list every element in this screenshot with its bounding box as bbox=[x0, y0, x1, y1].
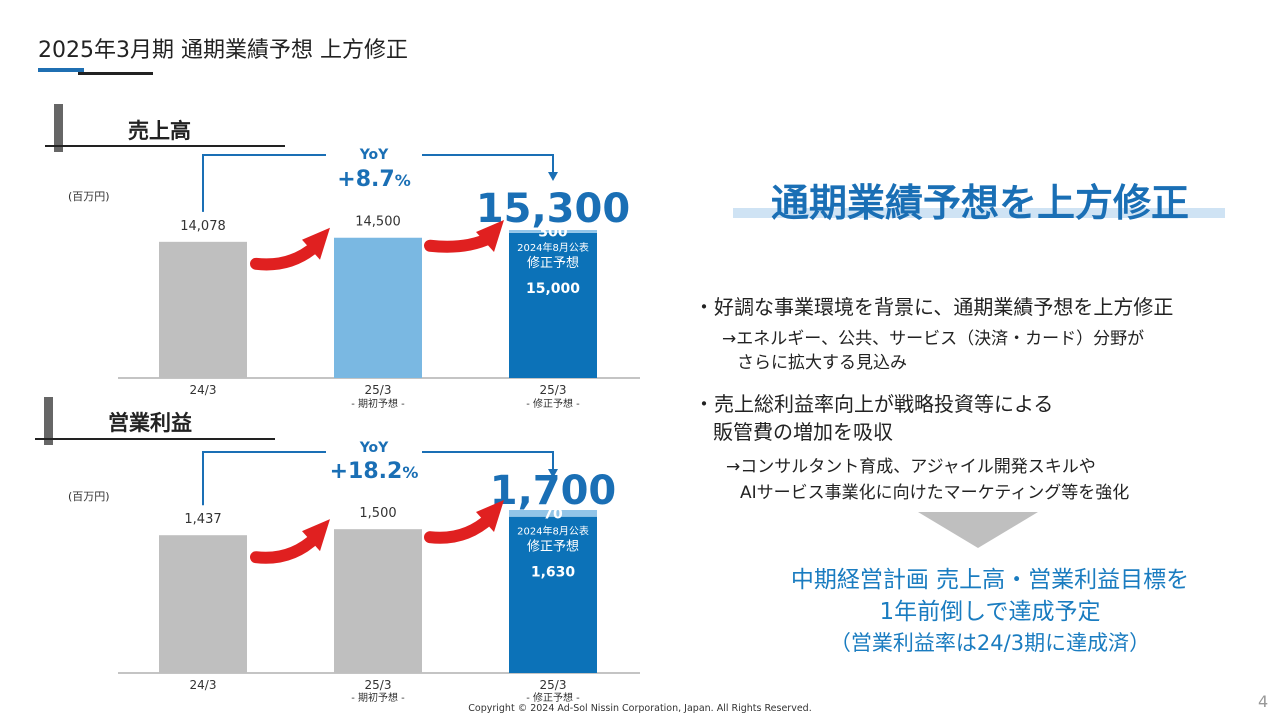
bullet-gross-margin-line1: ・売上総利益率向上が戦略投資等による bbox=[694, 392, 1054, 416]
category-sublabel: - 修正予想 - bbox=[526, 691, 580, 704]
yoy-value-number: +8.7 bbox=[337, 167, 394, 192]
data-label: 1,500 bbox=[359, 506, 396, 521]
copyright: Copyright © 2024 Ad-Sol Nissin Corporati… bbox=[468, 703, 812, 714]
yoy-label: YoY bbox=[359, 147, 389, 163]
growth-arrow-2-head-icon bbox=[476, 220, 504, 252]
data-label: 1,437 bbox=[184, 512, 221, 527]
category-label: 24/3 bbox=[190, 383, 217, 397]
bar-initial-forecast bbox=[334, 529, 422, 673]
headline: 通期業績予想を上方修正 bbox=[770, 181, 1189, 225]
increment-label: 300 bbox=[538, 224, 567, 240]
yoy-arrowhead-icon bbox=[548, 469, 558, 478]
section-title-profit: 営業利益 bbox=[108, 411, 192, 435]
bullet2-detail-line2: AIサービス事業化に向けたマーケティング等を強化 bbox=[740, 483, 1130, 503]
category-label: 24/3 bbox=[190, 678, 217, 692]
data-label: 14,500 bbox=[355, 215, 401, 230]
title-underline bbox=[78, 72, 153, 75]
yoy-value-unit: % bbox=[395, 171, 411, 190]
annotation-line1: 2024年8月公表 bbox=[517, 525, 589, 538]
section-marker-sales bbox=[54, 104, 63, 152]
data-label: 14,078 bbox=[180, 219, 226, 234]
category-label: 25/3 bbox=[365, 678, 392, 692]
yoy-value-number: +18.2 bbox=[330, 459, 403, 484]
category-sublabel: - 期初予想 - bbox=[351, 397, 405, 410]
increment-label: 70 bbox=[543, 506, 563, 522]
title-underline-accent bbox=[38, 68, 84, 72]
bar-prior-year bbox=[159, 535, 247, 673]
section-rule-sales bbox=[45, 145, 285, 147]
bullet2-detail-line1: →コンサルタント育成、アジャイル開発スキルや bbox=[726, 457, 1096, 477]
bar-revised-forecast-increment bbox=[509, 230, 597, 233]
bullet1-detail-line1: →エネルギー、公共、サービス（決済・カード）分野が bbox=[722, 329, 1145, 349]
annotation-line2: 修正予想 bbox=[527, 539, 579, 555]
growth-arrow-1-head-icon bbox=[302, 519, 330, 552]
bar-initial-forecast bbox=[334, 237, 422, 378]
page-number: 4 bbox=[1258, 692, 1269, 711]
yoy-label-backdrop bbox=[326, 145, 422, 165]
bar-revised-forecast-base bbox=[509, 516, 597, 673]
category-label: 25/3 bbox=[540, 383, 567, 397]
conclusion-line3: （営業利益率は24/3期に達成済） bbox=[829, 631, 1151, 655]
bar-prior-year bbox=[159, 241, 247, 378]
page-title: 2025年3月期 通期業績予想 上方修正 bbox=[38, 38, 408, 63]
category-label: 25/3 bbox=[365, 383, 392, 397]
annotation-line2: 修正予想 bbox=[527, 255, 579, 271]
base-value-label: 15,000 bbox=[526, 281, 580, 297]
growth-arrow-2-head-icon bbox=[476, 500, 504, 532]
yoy-arrowhead-icon bbox=[548, 172, 558, 181]
down-arrow-icon bbox=[918, 512, 1038, 548]
unit-label-profit: (百万円) bbox=[68, 490, 110, 503]
annotation-line1: 2024年8月公表 bbox=[517, 241, 589, 254]
yoy-label: YoY bbox=[359, 440, 389, 456]
growth-arrow-2 bbox=[424, 512, 496, 544]
bullet1-detail-line2: さらに拡大する見込み bbox=[737, 353, 907, 373]
bullet-business-environment: ・好調な事業環境を背景に、通期業績予想を上方修正 bbox=[694, 295, 1174, 319]
growth-arrow-1 bbox=[250, 531, 322, 564]
bullet-gross-margin-line2: 販管費の増加を吸収 bbox=[713, 420, 893, 444]
bar-revised-forecast-increment bbox=[509, 510, 597, 517]
section-rule-profit bbox=[35, 438, 275, 440]
growth-arrow-1-head-icon bbox=[302, 227, 330, 260]
conclusion-line1: 中期経営計画 売上高・営業利益目標を bbox=[790, 567, 1190, 593]
growth-arrow-2 bbox=[424, 232, 496, 253]
base-value-label: 1,630 bbox=[531, 565, 576, 581]
category-label: 25/3 bbox=[540, 678, 567, 692]
bar-revised-forecast-base bbox=[509, 232, 597, 378]
category-sublabel: - 期初予想 - bbox=[351, 691, 405, 704]
yoy-value-unit: % bbox=[402, 463, 418, 482]
yoy-value: +8.7% bbox=[337, 167, 410, 192]
section-marker-profit bbox=[44, 397, 53, 445]
category-sublabel: - 修正予想 - bbox=[526, 397, 580, 410]
section-title-sales: 売上高 bbox=[128, 119, 191, 143]
conclusion-line2: 1年前倒しで達成予定 bbox=[879, 599, 1101, 625]
yoy-value: +18.2% bbox=[330, 459, 419, 484]
unit-label-sales: (百万円) bbox=[68, 190, 110, 203]
growth-arrow-1 bbox=[250, 239, 322, 271]
yoy-label-backdrop bbox=[326, 442, 422, 462]
headline-highlight bbox=[733, 208, 1225, 218]
